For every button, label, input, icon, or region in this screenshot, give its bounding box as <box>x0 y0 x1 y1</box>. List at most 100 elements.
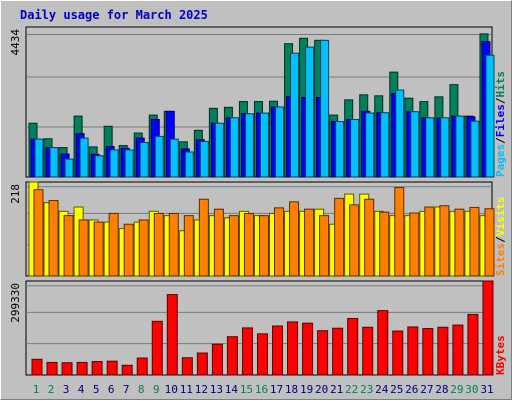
bar-pages <box>184 151 194 178</box>
bar-sites <box>108 212 119 277</box>
bar-kbytes <box>377 310 389 376</box>
x-tick-label: 14 <box>225 383 239 396</box>
bar-kbytes <box>46 361 58 376</box>
bar-kbytes <box>136 357 148 376</box>
x-tick-label: 30 <box>465 383 478 396</box>
x-tick-label: 22 <box>345 383 358 396</box>
x-tick-label: 23 <box>360 383 373 396</box>
bar-kbytes <box>317 330 329 376</box>
x-tick-label: 10 <box>165 383 178 396</box>
bar-sites <box>364 198 375 277</box>
x-tick-label: 19 <box>300 383 313 396</box>
bar-sites <box>379 211 390 277</box>
x-tick-label: 1 <box>33 383 40 396</box>
y-tick-label: 4434 <box>9 29 22 56</box>
bar-pages <box>139 141 149 178</box>
x-tick-label: 9 <box>153 383 160 396</box>
bar-pages <box>64 158 74 178</box>
bar-sites <box>93 221 104 277</box>
bar-sites <box>304 208 315 277</box>
legend-visits: Visits <box>494 197 507 237</box>
chart-title: Daily usage for March 2025 <box>20 8 208 22</box>
bar-sites <box>469 206 480 277</box>
bar-kbytes <box>91 360 103 376</box>
bar-pages <box>169 138 179 178</box>
x-tick-label: 26 <box>405 383 418 396</box>
bar-kbytes <box>437 326 449 376</box>
y-tick-label: 299330 <box>9 283 22 323</box>
bar-sites <box>63 215 74 277</box>
bar-kbytes <box>241 327 253 376</box>
bar-pages <box>49 147 59 178</box>
bar-kbytes <box>166 294 178 376</box>
bar-sites <box>258 215 269 277</box>
x-tick-label: 12 <box>195 383 208 396</box>
bar-sites <box>213 208 224 277</box>
bar-pages <box>290 52 300 178</box>
x-tick-label: 8 <box>138 383 145 396</box>
bar-kbytes <box>211 343 223 376</box>
bar-sites <box>334 197 345 277</box>
bar-kbytes <box>151 320 163 376</box>
x-tick-label: 16 <box>255 383 268 396</box>
bar-sites <box>183 215 194 277</box>
bar-sites <box>394 187 405 277</box>
bar-kbytes <box>31 358 43 376</box>
x-tick-label: 6 <box>108 383 115 396</box>
bar-pages <box>79 137 89 178</box>
bar-kbytes <box>422 328 434 376</box>
x-tick-label: 20 <box>315 383 328 396</box>
legend-pages: Pages <box>494 144 507 177</box>
bar-sites <box>424 206 435 277</box>
bar-kbytes <box>332 327 344 376</box>
bar-pages <box>380 112 390 178</box>
bar-sites <box>484 208 495 277</box>
bar-sites <box>33 189 44 277</box>
x-tick-label: 3 <box>63 383 70 396</box>
bar-kbytes <box>121 364 133 376</box>
bar-pages <box>305 46 315 178</box>
bar-pages <box>94 155 104 178</box>
bar-sites <box>274 207 285 277</box>
bar-pages <box>320 39 330 178</box>
bar-pages <box>425 117 435 178</box>
bar-pages <box>124 149 134 178</box>
bar-kbytes <box>482 280 494 376</box>
x-tick-label: 15 <box>240 383 253 396</box>
bar-pages <box>410 111 420 178</box>
bar-sites <box>454 208 465 277</box>
x-tick-label: 17 <box>270 383 283 396</box>
bar-sites <box>243 212 254 277</box>
bar-kbytes <box>392 330 404 376</box>
legend-kbytes: KBytes <box>494 335 507 375</box>
bar-sites <box>168 212 179 277</box>
legend-hits: Hits <box>494 71 507 98</box>
bar-kbytes <box>407 326 419 376</box>
bar-pages <box>365 112 375 178</box>
series-legend: Pages/Files/Hits <box>494 71 507 177</box>
bar-kbytes <box>362 326 374 376</box>
bar-kbytes <box>272 325 284 376</box>
bar-kbytes <box>181 357 193 376</box>
bar-sites <box>198 198 209 277</box>
bar-pages <box>485 54 495 178</box>
bar-kbytes <box>287 321 299 376</box>
bar-kbytes <box>256 333 268 376</box>
bar-sites <box>289 201 300 277</box>
bar-pages <box>395 89 405 178</box>
bar-kbytes <box>452 324 464 376</box>
bar-pages <box>199 140 209 178</box>
legend-separator: / <box>494 236 507 243</box>
bar-kbytes <box>61 362 73 376</box>
bar-pages <box>34 138 44 178</box>
bar-pages <box>214 122 224 178</box>
x-tick-label: 21 <box>330 383 343 396</box>
bar-pages <box>244 113 254 178</box>
x-tick-label: 27 <box>420 383 433 396</box>
bar-sites <box>439 205 450 277</box>
x-tick-label: 7 <box>123 383 130 396</box>
bar-pages <box>350 118 360 178</box>
bar-sites <box>48 200 59 277</box>
